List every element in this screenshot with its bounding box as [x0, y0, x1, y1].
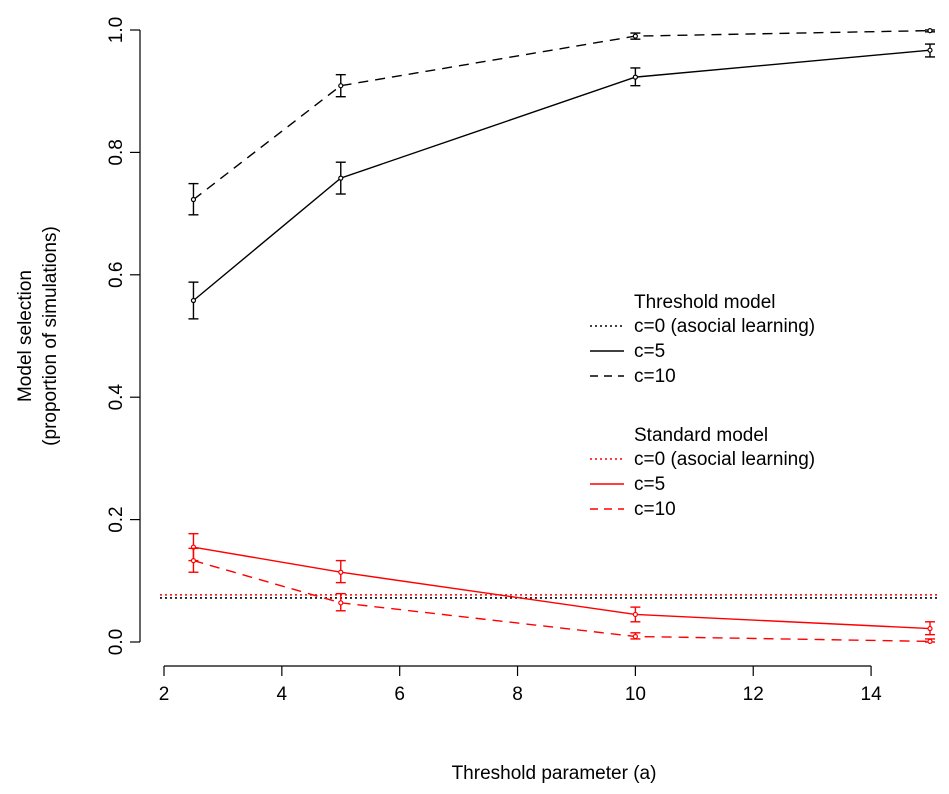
legend-label-1-0: c=0 (asocial learning)	[634, 449, 815, 470]
x-axis-title: Threshold parameter (a)	[452, 763, 657, 784]
legend-label-0-2: c=10	[634, 366, 676, 387]
plot-marks	[160, 28, 938, 644]
y-tick-label-3: 0.6	[106, 262, 127, 288]
x-tick-label-1: 4	[277, 684, 288, 705]
x-tick-label-3: 8	[512, 684, 523, 705]
y-tick-label-4: 0.8	[106, 139, 127, 165]
y-tick-label-0: 0.0	[106, 629, 127, 655]
data-point-1-1	[338, 83, 344, 89]
series-line-3	[193, 559, 931, 643]
data-point-3-3	[927, 638, 933, 644]
data-point-0-1	[338, 175, 344, 181]
data-point-1-3	[927, 28, 933, 34]
y-axis: 0.0 0.2 0.4 0.6 0.8 1.0	[106, 17, 141, 655]
data-point-2-1	[338, 569, 344, 575]
legend-title-0: Threshold model	[634, 292, 776, 313]
data-point-3-1	[338, 600, 344, 606]
data-point-1-0	[190, 196, 197, 203]
data-point-0-3	[927, 47, 933, 53]
x-axis: 2 4 6 8 10 12 14	[159, 665, 883, 705]
y-tick-label-5: 1.0	[106, 17, 127, 43]
x-tick-label-5: 12	[743, 684, 764, 705]
legend-label-1-1: c=5	[634, 474, 665, 495]
series-line-1	[193, 29, 931, 201]
data-point-0-2	[632, 74, 638, 80]
series-line-0	[193, 49, 931, 302]
data-point-1-2	[632, 33, 638, 39]
data-point-2-3	[927, 625, 933, 632]
x-tick-label-2: 6	[394, 684, 405, 705]
legend-label-1-2: c=10	[634, 499, 676, 520]
legend: Threshold model c=0 (asocial learning) c=5…	[590, 292, 815, 520]
legend-title-1: Standard model	[634, 425, 768, 446]
legend-label-0-1: c=5	[634, 341, 665, 362]
data-point-0-0	[190, 297, 197, 304]
y-axis-title-line-1: Model selection	[15, 270, 36, 402]
data-point-3-0	[190, 558, 197, 564]
y-tick-label-2: 0.4	[106, 384, 127, 411]
x-tick-label-6: 14	[861, 684, 883, 705]
y-tick-label-1: 0.2	[106, 506, 127, 532]
x-tick-label-4: 10	[625, 684, 646, 705]
series-line-2	[193, 546, 931, 630]
data-point-3-2	[632, 633, 638, 640]
data-point-2-2	[632, 611, 638, 618]
legend-label-0-0: c=0 (asocial learning)	[634, 316, 815, 337]
x-tick-label-0: 2	[159, 684, 170, 705]
y-axis-title-line-2: (proportion of simulations)	[40, 226, 61, 446]
